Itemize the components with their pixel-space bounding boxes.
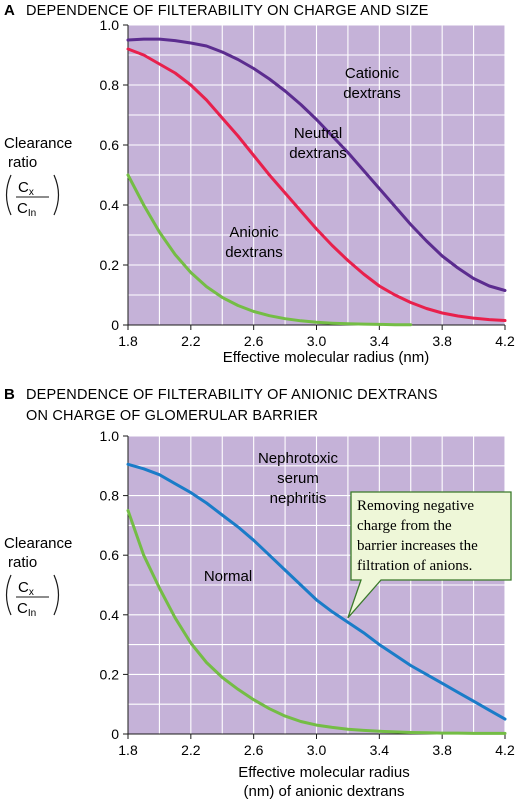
panel-b-title-line1: DEPENDENCE OF FILTERABILITY OF ANIONIC D… bbox=[26, 387, 438, 403]
pa-series-cationic-dextrans bbox=[126, 37, 507, 292]
ylabel-den-sub: In bbox=[28, 208, 36, 219]
pa-xtick-label: 3.0 bbox=[307, 333, 327, 349]
ylabel-den: C bbox=[17, 200, 28, 217]
pb-ytick-label: 1.0 bbox=[100, 428, 120, 444]
label-normal: Normal bbox=[204, 568, 252, 585]
pb-ytick-label: 0 bbox=[111, 726, 119, 742]
panel-a-title: DEPENDENCE OF FILTERABILITY ON CHARGE AN… bbox=[26, 3, 429, 19]
ylabel-line1-b: Clearance bbox=[4, 535, 72, 552]
panel-b-title-line2: ON CHARGE OF GLOMERULAR BARRIER bbox=[26, 408, 318, 424]
svg-text:Cx: Cx bbox=[18, 579, 34, 598]
pb-xtick-label: 3.8 bbox=[432, 742, 452, 758]
pb-series-nephrotoxic-serum-nephritis bbox=[126, 462, 507, 721]
label-cationic-dextrans: Cationic dextrans bbox=[343, 65, 401, 102]
pa-xtick-label: 1.8 bbox=[118, 333, 138, 349]
pa-ytick-label: 0.8 bbox=[100, 77, 120, 93]
ylabel-num-sub-b: x bbox=[29, 587, 34, 598]
pb-ytick-label: 0.6 bbox=[100, 547, 120, 563]
pb-ytick-label: 0.4 bbox=[100, 607, 120, 623]
pa-ytick-label: 0 bbox=[111, 317, 119, 333]
panel-a-y-axis-label: Clearance ratio Cx CIn bbox=[4, 135, 72, 219]
callout: Removing negative charge from the barrier … bbox=[347, 491, 512, 619]
pa-ytick-label: 0.4 bbox=[100, 197, 120, 213]
ylabel-line2-b: ratio bbox=[8, 554, 37, 571]
pb-ytick-label: 0.2 bbox=[100, 666, 120, 682]
ylabel-den-sub-b: In bbox=[28, 608, 36, 619]
pb-xtick-label: 3.4 bbox=[370, 742, 390, 758]
ylabel-den-b: C bbox=[17, 600, 28, 617]
pa-xtick-label: 2.6 bbox=[244, 333, 264, 349]
pa-xtick-label: 3.4 bbox=[370, 333, 390, 349]
panel-b-letter: B bbox=[4, 386, 15, 403]
pb-xtick-label: 3.0 bbox=[307, 742, 327, 758]
pa-xtick-label: 3.8 bbox=[432, 333, 452, 349]
label-neutral-dextrans: Neutral dextrans bbox=[289, 125, 347, 162]
pb-xtick-label: 2.2 bbox=[181, 742, 201, 758]
svg-text:CIn: CIn bbox=[17, 600, 36, 619]
callout-box bbox=[347, 491, 512, 619]
label-anionic-dextrans: Anionic dextrans bbox=[225, 224, 283, 261]
panel-a-x-axis-label: Effective molecular radius (nm) bbox=[223, 349, 429, 366]
pa-series-anionic-dextrans bbox=[126, 173, 413, 327]
pb-ytick-label: 0.8 bbox=[100, 488, 120, 504]
callout-text-line: charge from the bbox=[357, 518, 452, 534]
panel-b-x-axis-label-line2: (nm) of anionic dextrans bbox=[244, 783, 405, 800]
pb-xtick-label: 1.8 bbox=[118, 742, 138, 758]
pa-ytick-label: 1.0 bbox=[100, 17, 120, 33]
ylabel-line2: ratio bbox=[8, 154, 37, 171]
pa-series-neutral-dextrans bbox=[126, 47, 507, 322]
label-nephrotoxic-serum-nephritis: Nephrotoxic serum nephritis bbox=[258, 450, 339, 507]
pa-ytick-label: 0.6 bbox=[100, 137, 120, 153]
panel-b-x-axis-label-line1: Effective molecular radius bbox=[238, 764, 409, 781]
ylabel-line1: Clearance bbox=[4, 135, 72, 152]
panel-a-plot: 0 0.2 0.4 0.6 0.8 1.0 1.8 2.2 2.6 3.0 3.4 3.8 4.2 Cat… bbox=[100, 17, 515, 349]
ylabel-num: C bbox=[18, 179, 29, 196]
pb-xtick-label: 4.2 bbox=[495, 742, 515, 758]
svg-text:CIn: CIn bbox=[17, 200, 36, 219]
callout-text-line: Removing negative bbox=[357, 498, 474, 514]
panel-b-plot: 0 0.2 0.4 0.6 0.8 1.0 1.8 2.2 2.6 3.0 3.4 3.8 4.2 Nep… bbox=[100, 428, 515, 758]
callout-text-line: filtration of anions. bbox=[357, 558, 472, 574]
ylabel-num-sub: x bbox=[29, 187, 34, 198]
pb-series-normal bbox=[126, 509, 507, 735]
pa-xtick-label: 4.2 bbox=[495, 333, 515, 349]
callout-text-line: barrier increases the bbox=[357, 538, 478, 554]
svg-text:Cx: Cx bbox=[18, 179, 34, 198]
pa-xtick-label: 2.2 bbox=[181, 333, 201, 349]
panel-a-letter: A bbox=[4, 2, 15, 19]
pb-xtick-label: 2.6 bbox=[244, 742, 264, 758]
pa-ytick-label: 0.2 bbox=[100, 257, 120, 273]
ylabel-num-b: C bbox=[18, 579, 29, 596]
panel-b-y-axis-label: Clearance ratio Cx CIn bbox=[4, 535, 72, 619]
